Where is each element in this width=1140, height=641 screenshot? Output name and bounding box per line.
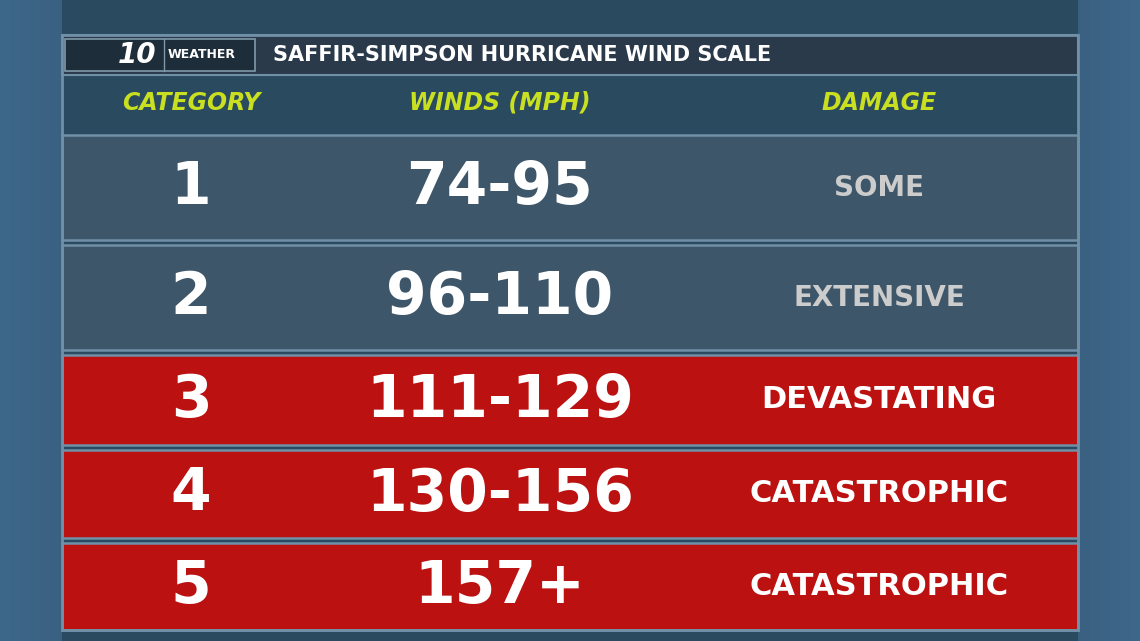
Bar (62, 35, 1078, 630)
Text: WEATHER: WEATHER (168, 49, 236, 62)
Bar (40, 0, 44, 641)
Bar (1096, 0, 1100, 641)
Bar (1130, 0, 1135, 641)
Bar (15, 0, 21, 641)
Bar (1125, 0, 1130, 641)
Bar (1075, 0, 1080, 641)
Bar (35, 0, 40, 641)
Text: 3: 3 (171, 372, 211, 428)
Text: 10: 10 (117, 41, 156, 69)
Bar (62, 245, 1078, 350)
Bar (1105, 0, 1110, 641)
Text: DEVASTATING: DEVASTATING (762, 385, 996, 415)
Bar (5, 0, 10, 641)
Text: 74-95: 74-95 (407, 159, 594, 216)
Text: 2: 2 (171, 269, 211, 326)
Text: SAFFIR-SIMPSON HURRICANE WIND SCALE: SAFFIR-SIMPSON HURRICANE WIND SCALE (272, 45, 772, 65)
Bar (50, 0, 55, 641)
Bar (1078, 0, 1140, 641)
Bar (1119, 0, 1125, 641)
Text: 130-156: 130-156 (366, 465, 634, 522)
Text: 1: 1 (171, 159, 211, 216)
Bar (62, 35, 1078, 75)
Bar (10, 0, 15, 641)
Bar (1100, 0, 1105, 641)
Text: SOME: SOME (834, 174, 925, 201)
Text: CATASTROPHIC: CATASTROPHIC (749, 572, 1009, 601)
Bar (21, 0, 25, 641)
Bar (1080, 0, 1085, 641)
Text: 111-129: 111-129 (366, 372, 634, 428)
Text: EXTENSIVE: EXTENSIVE (793, 283, 964, 312)
Bar (25, 0, 30, 641)
Bar (1115, 0, 1119, 641)
Text: CATASTROPHIC: CATASTROPHIC (749, 479, 1009, 508)
Bar (0, 0, 62, 641)
Bar (1085, 0, 1090, 641)
Bar (30, 0, 35, 641)
Text: 5: 5 (171, 558, 211, 615)
Bar (44, 0, 50, 641)
Text: 96-110: 96-110 (386, 269, 613, 326)
Bar (62, 355, 1078, 445)
Bar (1090, 0, 1096, 641)
Bar (0, 0, 5, 641)
Bar (62, 543, 1078, 630)
Text: CATEGORY: CATEGORY (122, 90, 260, 115)
Text: 157+: 157+ (415, 558, 585, 615)
Bar (1135, 0, 1140, 641)
Text: DAMAGE: DAMAGE (822, 90, 937, 115)
Text: WINDS (MPH): WINDS (MPH) (409, 90, 591, 115)
Bar (60, 0, 65, 641)
Bar (65, 39, 255, 71)
Bar (55, 0, 60, 641)
Bar (62, 135, 1078, 240)
Bar (62, 450, 1078, 538)
Bar (1110, 0, 1115, 641)
Text: 4: 4 (171, 465, 211, 522)
